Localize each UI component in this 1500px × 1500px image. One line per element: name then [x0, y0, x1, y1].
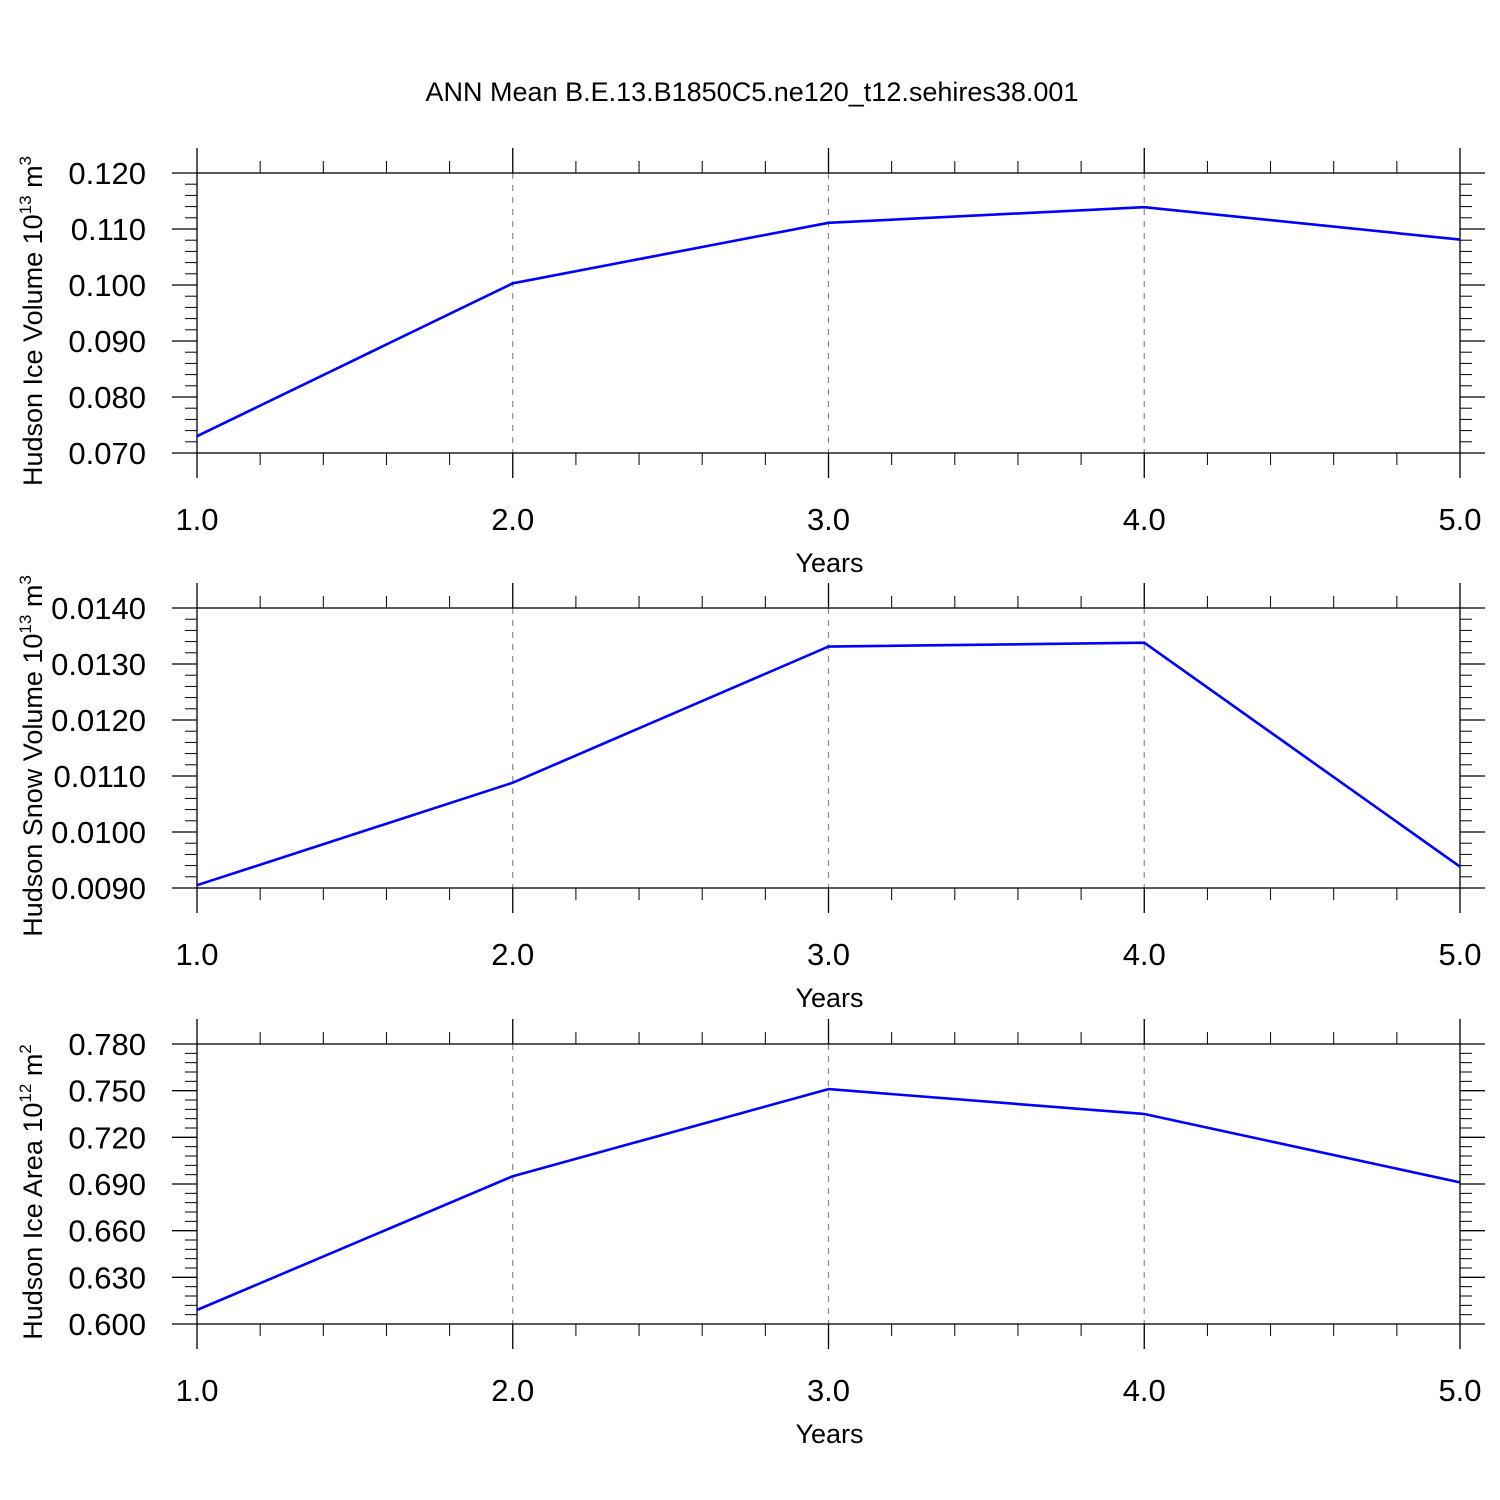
y-tick-label: 0.120 [68, 156, 146, 191]
y-tick-label: 0.630 [68, 1260, 146, 1295]
y-tick-label: 0.780 [68, 1027, 146, 1062]
y-tick-label: 0.100 [68, 268, 146, 303]
x-axis-title: Years [795, 983, 863, 1013]
chart-panel-3: 1.0 2.0 3.0 4.0 5.0 0.600 0.630 0.660 0.690 0.720… [16, 1019, 1485, 1449]
x-tick-label: 3.0 [807, 1373, 850, 1408]
y-tick-label: 0.0140 [51, 591, 146, 626]
x-tick-label: 1.0 [175, 1373, 218, 1408]
x-axis-title: Years [795, 548, 863, 578]
x-tick-label: 5.0 [1438, 502, 1481, 537]
y-tick-label: 0.070 [68, 436, 146, 471]
y-tick-label: 0.0090 [51, 871, 146, 906]
y-tick-label: 0.0110 [53, 759, 146, 794]
x-tick-label: 4.0 [1123, 937, 1166, 972]
x-tick-label: 4.0 [1123, 502, 1166, 537]
y-tick-label: 0.110 [71, 212, 146, 247]
y-tick-label: 0.080 [68, 380, 146, 415]
chart-panel-1: 1.0 2.0 3.0 4.0 5.0 0.070 0.080 0.090 0.100 0.110… [16, 148, 1485, 578]
panels: 1.0 2.0 3.0 4.0 5.0 0.070 0.080 0.090 0.100 0.110… [16, 148, 1485, 1449]
x-tick-label: 1.0 [175, 502, 218, 537]
y-tick-label: 0.600 [68, 1307, 146, 1342]
x-tick-label: 2.0 [491, 937, 534, 972]
y-axis-title: Hudson Snow Volume 1013 m3 [16, 575, 48, 937]
x-tick-label: 5.0 [1438, 937, 1481, 972]
x-tick-label: 1.0 [175, 937, 218, 972]
series-line-1 [196, 205, 1461, 438]
series-line-1 [196, 1087, 1461, 1312]
y-tick-label: 0.090 [68, 324, 146, 359]
x-tick-label: 3.0 [807, 937, 850, 972]
series-line-1 [196, 641, 1461, 887]
y-axis-title: Hudson Ice Area 1012 m2 [16, 1044, 48, 1340]
y-tick-label: 0.0100 [51, 815, 146, 850]
chart-panel-2: 1.0 2.0 3.0 4.0 5.0 0.0090 0.0100 0.0110 0.0120 0… [16, 575, 1485, 1013]
y-tick-label: 0.750 [68, 1074, 146, 1109]
x-tick-label: 2.0 [491, 1373, 534, 1408]
y-tick-label: 0.0120 [51, 703, 146, 738]
figure-title: ANN Mean B.E.13.B1850C5.ne120_t12.sehire… [426, 77, 1079, 107]
y-tick-label: 0.720 [68, 1120, 146, 1155]
y-tick-label: 0.0130 [51, 647, 146, 682]
x-tick-label: 5.0 [1438, 1373, 1481, 1408]
y-tick-label: 0.660 [68, 1214, 146, 1249]
y-axis-title: Hudson Ice Volume 1013 m3 [16, 156, 48, 486]
x-tick-label: 2.0 [491, 502, 534, 537]
x-tick-label: 3.0 [807, 502, 850, 537]
y-tick-label: 0.690 [68, 1167, 146, 1202]
x-tick-label: 4.0 [1123, 1373, 1166, 1408]
x-axis-title: Years [795, 1419, 863, 1449]
